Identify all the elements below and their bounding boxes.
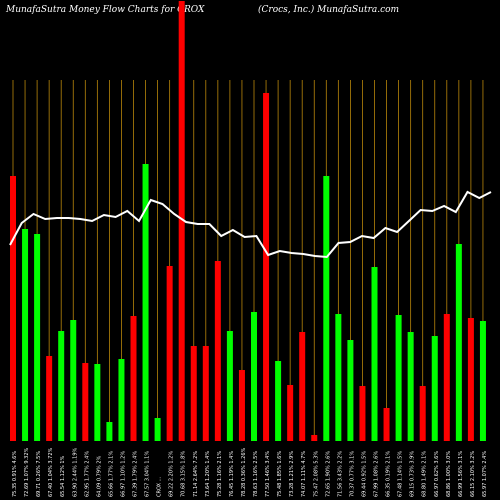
bar [82, 363, 89, 441]
bar [359, 386, 366, 441]
x-tick-label: 75.35 0.91% 4.6% [12, 451, 18, 497]
x-tick-label: 67.48 1.14% 1.5% [398, 451, 404, 497]
x-tick-label: 69.15 0.73% 3.9% [410, 451, 416, 497]
bar [94, 364, 101, 441]
x-tick-label: 78.63 1.16% 2.5% [253, 451, 259, 497]
x-tick-label: 74.07 1.11% 4.7% [301, 451, 307, 497]
bar [479, 321, 486, 441]
bar [46, 356, 53, 441]
bar [10, 176, 16, 441]
bar [238, 370, 245, 441]
x-tick-label: 67.40 1.04% 3.72% [48, 447, 54, 497]
x-tick-label: 71.56 3.43% 2.2% [337, 451, 343, 497]
bar [263, 93, 270, 441]
x-tick-label: 77.50 1.46% 3.4% [265, 451, 271, 497]
bar [395, 315, 402, 441]
bar-series [10, 1, 486, 441]
x-tick-label: CROX ... [157, 476, 163, 497]
bar [335, 314, 342, 441]
chart-title-right: (Crocs, Inc.) MunafaSutra.com [258, 5, 400, 15]
x-tick-label: 67.99 1.08% 2.6% [374, 451, 380, 497]
x-tick-label: 65.97 1.07% 2.4% [482, 451, 488, 497]
x-tick-label: 66.35 0.19% 2.1% [386, 451, 392, 497]
bar [431, 336, 438, 441]
bar [443, 314, 450, 441]
bar [311, 435, 318, 441]
bar [22, 229, 29, 441]
x-tick-label: 73.64 1.20% 1.4% [205, 451, 211, 497]
bar [118, 359, 125, 441]
x-tick-label: 63.90 2.44% 1.19% [72, 447, 78, 497]
x-tick-label: 65.54 1.12% 1% [60, 455, 66, 497]
x-tick-label: 76.45 1.19% 1.4% [229, 451, 235, 497]
x-tick-label: 70.37 0.77% 3.1% [349, 451, 355, 497]
bar [154, 418, 161, 441]
bar [371, 267, 378, 441]
bar [166, 266, 173, 441]
bar [275, 361, 282, 441]
x-tick-label: 66.97 1.10% 1.2% [120, 451, 126, 497]
x-tick-label: 78.28 0.36% 1.26% [241, 447, 247, 497]
bar [299, 332, 306, 441]
bar [251, 312, 257, 441]
x-tick-label: 70.68 3.15% 1.8% [181, 451, 187, 497]
x-tick-label: 66.97 0.62% 3.6% [434, 451, 440, 497]
x-tick-label: 68.86 1.00% 3.0% [446, 451, 452, 497]
bar [287, 385, 294, 441]
x-tick-label: 64.09 0.79% 2% [96, 455, 102, 497]
bar [419, 386, 426, 441]
x-tick-label: 66.15 2.10% 3.2% [470, 451, 476, 497]
x-tick-label: 75.48 1.85% 1.6% [277, 451, 283, 497]
x-tick-label: 69.44 0.92% 1.5% [361, 451, 367, 497]
bar [383, 408, 390, 441]
bar [70, 320, 77, 441]
x-tick-label: 67.57 3.04% 1.1% [145, 451, 151, 497]
bar [130, 316, 137, 441]
x-tick-label: 62.95 1.77% 2.4% [84, 451, 90, 497]
bar [58, 331, 65, 441]
bar [214, 261, 221, 441]
price-line [9, 190, 492, 259]
x-tick-label: 66.99 1.56% 3.1% [458, 451, 464, 497]
bar [323, 176, 330, 441]
bar [142, 164, 149, 441]
x-tick-label: 69.22 2.20% 1.2% [169, 451, 175, 497]
x-tick-label: 69.71 0.26% 7.5% [36, 451, 42, 497]
bar [455, 244, 462, 441]
x-tick-label: 73.28 1.21% 2.9% [289, 451, 295, 497]
bar [190, 346, 197, 441]
x-tick-label: 71.14 2.64% 7.2% [193, 451, 199, 497]
bar [407, 332, 414, 441]
x-tick-label: 75.28 1.16% 2.1% [217, 451, 223, 497]
x-tick-label: 72.69 1.07% 9.32% [24, 447, 30, 497]
bar [226, 331, 233, 441]
price-line-series [9, 190, 492, 259]
bar [467, 318, 474, 441]
bar [106, 422, 113, 441]
bar [34, 234, 41, 441]
bar [347, 340, 354, 441]
bar [202, 346, 209, 441]
x-tick-labels: 75.35 0.91% 4.6% 72.69 1.07% 9.32% 69.71 0… [12, 447, 488, 497]
bar [178, 1, 185, 441]
x-tick-label: 75.47 2.08% 5.3% [313, 451, 319, 497]
x-tick-label: 72.65 1.90% 2.6% [325, 451, 331, 497]
chart-title-left: MunafaSutra Money Flow Charts for CROX [6, 5, 205, 15]
x-tick-label: 68.80 1.49% 2.1% [422, 451, 428, 497]
x-tick-label: 65.66 1.77% 2.1% [108, 451, 114, 497]
x-tick-label: 67.39 1.79% 2.4% [133, 451, 139, 497]
